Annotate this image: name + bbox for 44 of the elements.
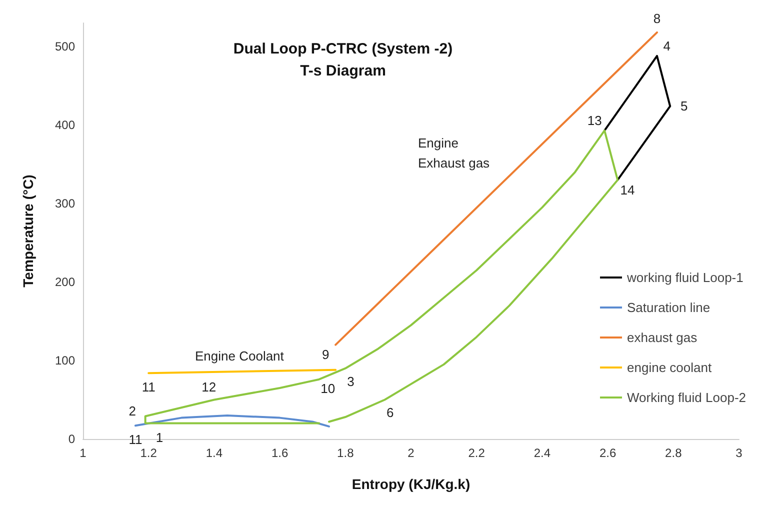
annotation: 13 <box>587 113 602 128</box>
x-tick-label: 2 <box>408 446 415 460</box>
line-series <box>604 54 672 181</box>
legend-label: Working fluid Loop-2 <box>627 390 746 405</box>
x-tick-label: 1 <box>80 446 87 460</box>
annotation: 10 <box>320 380 336 396</box>
annotation: 3 <box>347 374 354 389</box>
x-tick-label: 1.2 <box>140 446 158 460</box>
line-series <box>144 130 619 424</box>
x-axis-title: Entropy (KJ/Kg.k) <box>352 476 470 492</box>
y-tick-label: 400 <box>54 118 76 132</box>
annotation: 8 <box>653 10 661 26</box>
x-tick-label: 2.4 <box>534 446 551 460</box>
x-tick-label: 2.6 <box>599 446 616 460</box>
annotation: 12 <box>202 379 216 394</box>
annotation: 6 <box>386 405 394 420</box>
annotation: 9 <box>322 347 330 362</box>
annotation: Engine Coolant <box>195 348 284 364</box>
x-tick-label: 2.2 <box>468 446 486 460</box>
legend-label: engine coolant <box>627 360 712 375</box>
y-axis-title: Temperature (°C) <box>20 174 36 288</box>
y-tick-label: 300 <box>54 196 76 211</box>
annotation: 1 <box>156 430 164 445</box>
text: Dual Loop P-CTRC (System -2) T-s Diagram <box>233 40 453 80</box>
y-tick-label: 500 <box>54 40 76 54</box>
x-tick-label: 3 <box>736 446 743 460</box>
x-tick-label: 1.6 <box>271 446 288 460</box>
y-tick-label: 100 <box>54 354 76 368</box>
annotation: 5 <box>680 98 688 114</box>
legend-label: working fluid Loop-1 <box>626 270 744 285</box>
x-tick-label: 2.8 <box>665 446 682 460</box>
x-tick-label: 1.8 <box>337 446 354 460</box>
annotation: 14 <box>620 182 635 198</box>
annotation: 11 <box>128 432 142 448</box>
y-tick-label: 200 <box>54 275 76 290</box>
y-tick-label: 0 <box>68 432 76 446</box>
annotation: 2 <box>128 403 136 418</box>
x-tick-label: 1.4 <box>206 446 223 460</box>
legend-label: exhaust gas <box>627 330 698 345</box>
annotation: 11 <box>142 380 156 395</box>
legend-label: Saturation line <box>627 300 710 315</box>
annotation: 4 <box>663 38 671 54</box>
annotation: Engine Exhaust gas <box>418 136 490 170</box>
line-series <box>134 414 330 428</box>
